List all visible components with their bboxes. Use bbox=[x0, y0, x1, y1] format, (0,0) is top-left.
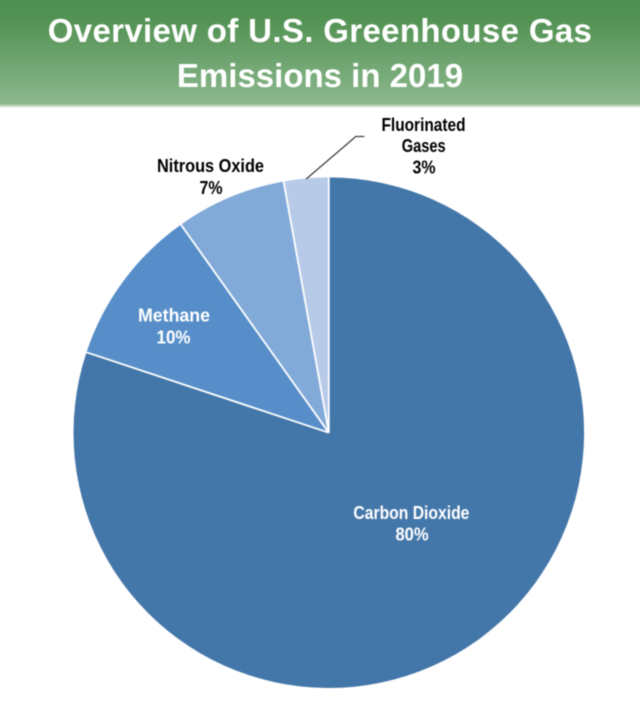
svg-text:3%: 3% bbox=[413, 158, 436, 178]
svg-text:Gases: Gases bbox=[402, 136, 446, 156]
svg-text:10%: 10% bbox=[157, 328, 191, 348]
svg-text:Fluorinated: Fluorinated bbox=[382, 115, 466, 135]
svg-text:Nitrous Oxide: Nitrous Oxide bbox=[157, 156, 264, 176]
svg-text:Methane: Methane bbox=[138, 306, 210, 326]
svg-text:80%: 80% bbox=[396, 525, 429, 545]
svg-text:7%: 7% bbox=[200, 178, 223, 198]
svg-text:Carbon Dioxide: Carbon Dioxide bbox=[353, 503, 469, 523]
